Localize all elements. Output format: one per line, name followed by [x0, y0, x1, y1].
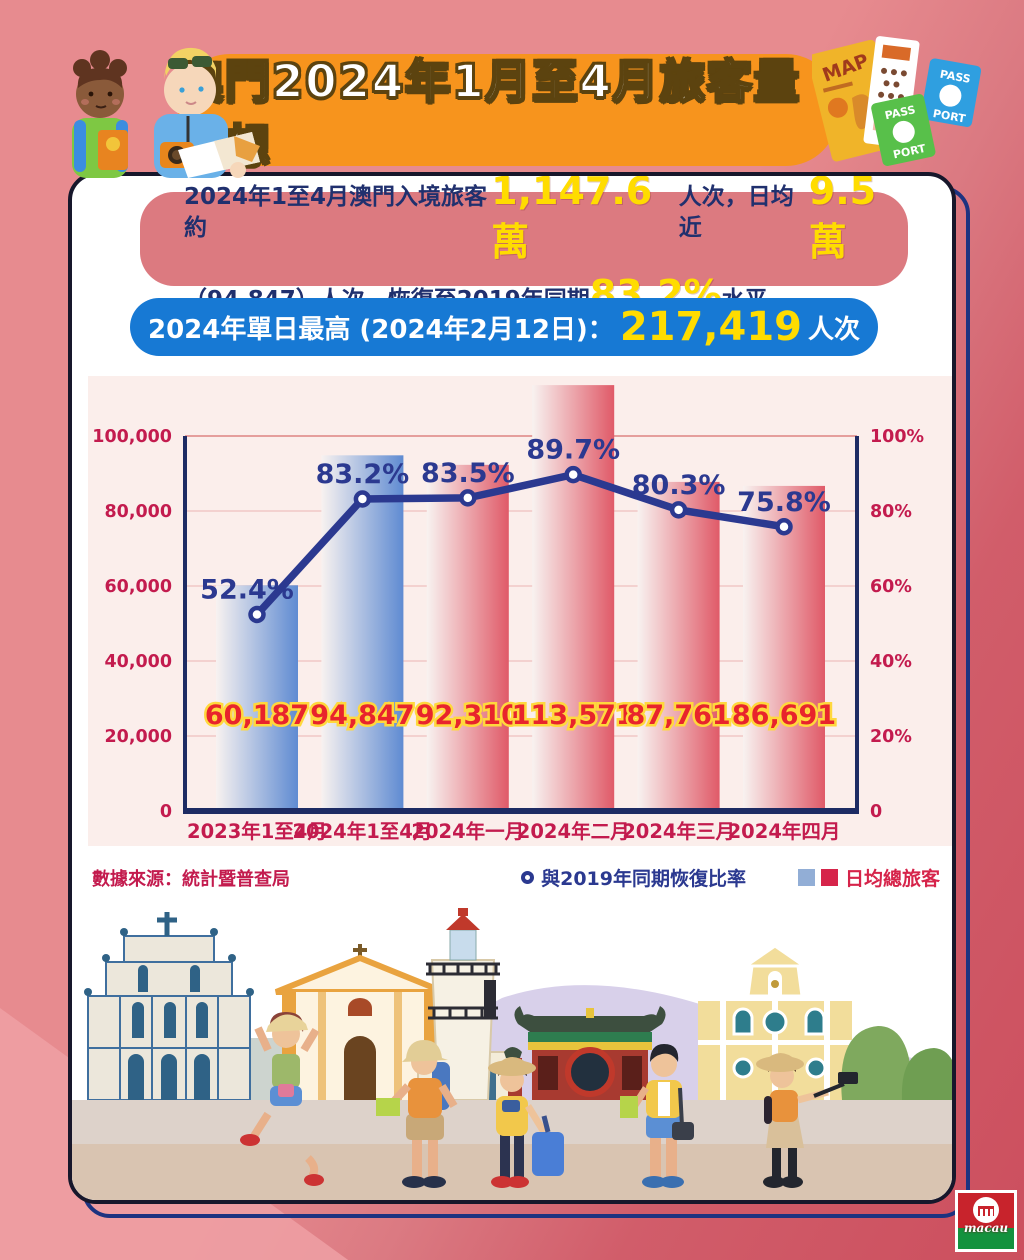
- legend-bar-label: 日均總旅客: [844, 868, 940, 890]
- summary-line-1: 2024年1至4月澳門入境旅客約 1,147.6萬 人次，日均近 9.5萬: [184, 172, 908, 269]
- x-axis-label: 2023年1至4月: [187, 820, 327, 843]
- right-axis-tick: 80%: [870, 502, 912, 522]
- visitor-chart: 0 0 20,000 20% 40,000 40% 60,000 60% 80,000 80% 10…: [92, 385, 924, 843]
- peak-day-label: 2024年單日最高 (2024年2月12日)：: [147, 314, 614, 345]
- tourist-backpacker-man: [376, 1040, 458, 1188]
- tourist-jumping-girl: [240, 1012, 324, 1186]
- left-axis-tick: 0: [160, 802, 172, 822]
- right-axis-tick: 20%: [870, 727, 912, 747]
- line-percent-label: 83.5%: [421, 458, 515, 489]
- line-percent-label: 52.4%: [200, 575, 294, 606]
- logo-wordmark: macau: [963, 1221, 1009, 1235]
- peak-day-suffix: 人次: [808, 314, 861, 345]
- left-axis-tick: 20,000: [104, 727, 172, 747]
- bar-value-label: 87,761: [626, 700, 730, 731]
- passport-green-top-label: PASS: [884, 103, 917, 122]
- page-title: 澳門2024年1月至4月旅客量理想: [177, 54, 801, 174]
- data-source: 數據來源：統計暨普查局: [92, 868, 290, 890]
- left-axis-tick: 80,000: [104, 502, 172, 522]
- axes: [183, 436, 859, 814]
- logo-facade-circle-icon: [973, 1197, 999, 1223]
- passport-blue-top-label: PASS: [939, 68, 972, 86]
- macau-skyline-illustration: [72, 900, 952, 1200]
- chart-labels: 0 0 20,000 20% 40,000 40% 60,000 60% 80,000 80% 10…: [92, 427, 924, 843]
- bar-2024年1至4月: [321, 455, 404, 811]
- x-axis-label: 2024年1至4月: [292, 820, 432, 843]
- peak-day-value: 217,419: [619, 304, 802, 350]
- left-axis-tick: 100,000: [92, 427, 172, 447]
- summary-highlight: 9.5萬: [808, 172, 877, 265]
- header-tourists-illustration: [72, 47, 260, 178]
- line-percent-label: 80.3%: [632, 470, 726, 501]
- bar-2024年二月: [532, 385, 615, 811]
- bar-2024年四月: [743, 485, 825, 811]
- tourist-man-icon: [154, 47, 260, 178]
- title-banner: 澳門2024年1月至4月旅客量理想: [177, 54, 838, 174]
- bushes: [841, 1026, 952, 1100]
- left-axis-tick: 60,000: [104, 577, 172, 597]
- bar-2024年一月: [426, 464, 509, 811]
- bar-series: [216, 385, 825, 811]
- bar-value-label: 60,187: [205, 700, 309, 731]
- x-axis-label: 2024年二月: [517, 820, 630, 843]
- legend-items: 與2019年同期恢復比率 日均總旅客: [521, 864, 940, 891]
- legend-line-label: 與2019年同期恢復比率: [541, 868, 746, 890]
- tourist-woman-suitcase: [488, 1057, 564, 1188]
- summary-box: 2024年1至4月澳門入境旅客約 1,147.6萬 人次，日均近 9.5萬 （9…: [140, 176, 908, 316]
- road-lower: [72, 1144, 952, 1200]
- ama-temple-icon: [504, 1006, 666, 1100]
- bar-blue-swatch-icon: [797, 869, 815, 886]
- bar-value-label: 94,847: [310, 700, 414, 731]
- bar-value-label: 92,310: [416, 700, 520, 731]
- tourist-man-tickets: [620, 1044, 694, 1188]
- x-axis-label: 2024年四月: [728, 820, 841, 843]
- bar-red-swatch-icon: [820, 869, 838, 886]
- peak-day-box: 2024年單日最高 (2024年2月12日)： 217,419 人次: [130, 298, 878, 356]
- summary-text: 人次，日均近: [678, 184, 794, 242]
- main-card: 2024年1至4月澳門入境旅客約 1,147.6萬 人次，日均近 9.5萬 （9…: [68, 172, 956, 1204]
- chart-panel: 0 0 20,000 20% 40,000 40% 60,000 60% 80,000 80% 10…: [88, 376, 952, 846]
- legend-bar-series: 日均總旅客: [797, 864, 940, 891]
- line-percent-label: 75.8%: [737, 487, 831, 518]
- header-travel-items-illustration: MAP PASS PORT PASS PORT: [812, 36, 982, 166]
- line-marker-icon: [521, 871, 535, 884]
- right-axis-tick: 0: [870, 802, 882, 822]
- bar-value-label: 86,691: [732, 700, 836, 731]
- passport-green-icon: PASS PORT: [871, 93, 936, 166]
- passport-blue-bottom-label: PORT: [932, 107, 967, 126]
- tourist-kid-icon: [72, 50, 128, 178]
- summary-highlight: 1,147.6萬: [491, 172, 653, 265]
- bar-value-label: 113,571: [512, 700, 635, 731]
- right-axis-tick: 40%: [870, 652, 912, 672]
- legend-line-series: 與2019年同期恢復比率: [521, 864, 746, 891]
- left-axis-tick: 40,000: [104, 652, 172, 672]
- summary-text: 2024年1至4月澳門入境旅客約: [184, 184, 488, 242]
- line-percent-label: 83.2%: [316, 459, 410, 490]
- x-axis-label: 2024年一月: [411, 820, 524, 843]
- x-axis-label: 2024年三月: [622, 820, 735, 843]
- logo-green-band: [958, 1227, 1014, 1249]
- right-axis-tick: 100%: [870, 427, 924, 447]
- line-series: [248, 465, 793, 624]
- right-axis-tick: 60%: [870, 577, 912, 597]
- passport-blue-icon: PASS PORT: [920, 58, 982, 127]
- tourist-selfie-woman: [756, 1053, 858, 1188]
- legend-row: 數據來源：統計暨普查局 與2019年同期恢復比率 日均總旅客: [92, 864, 940, 891]
- bar-2024年三月: [637, 481, 720, 811]
- line-percent-label: 89.7%: [526, 435, 620, 466]
- macau-tourism-logo: macau: [955, 1190, 1017, 1252]
